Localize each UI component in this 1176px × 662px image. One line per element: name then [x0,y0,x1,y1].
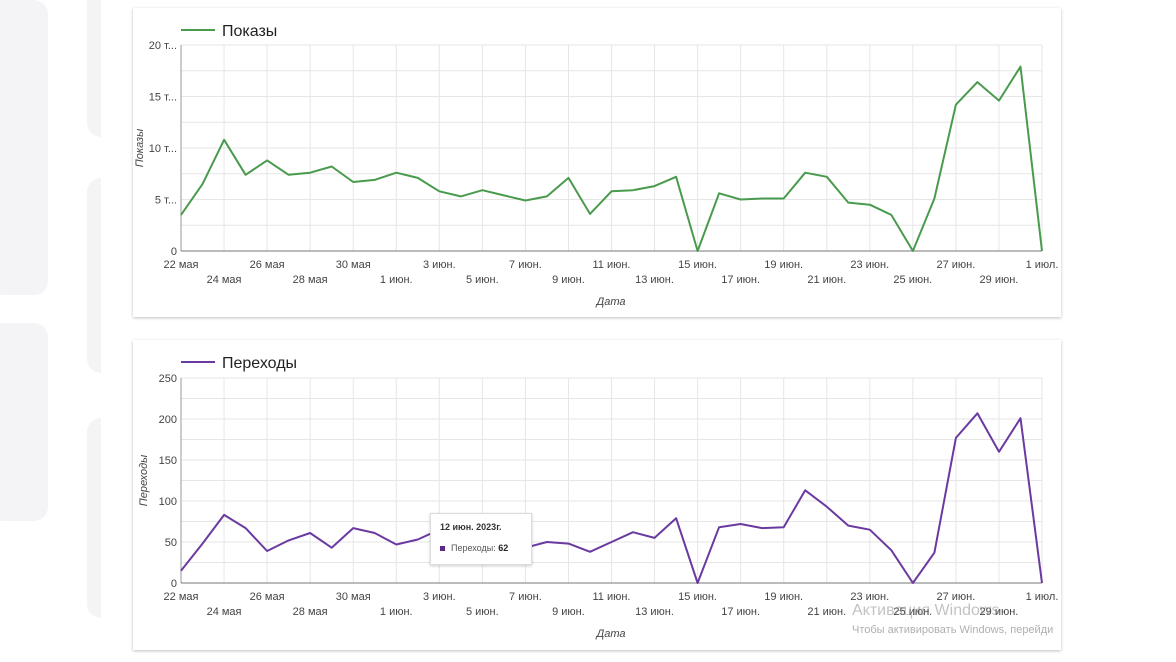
y-tick-label: 20 т... [149,40,177,52]
background-panel [87,418,101,618]
y-tick-label: 250 [159,373,177,385]
x-tick-label: 13 июн. [635,606,674,618]
y-tick-label: 5 т... [155,195,177,207]
clicks-chart-card [133,340,1061,650]
tooltip-date: 12 июн. 2023г. [440,522,502,532]
x-tick-label: 22 мая [164,591,199,603]
x-tick-label: 26 мая [250,259,285,271]
sidebar-panel [0,323,48,521]
x-tick-label: 11 июн. [592,259,630,271]
x-tick-label: 3 июн. [423,259,456,271]
y-tick-label: 200 [159,414,177,426]
x-tick-label: 1 июн. [380,606,413,618]
x-tick-label: 25 июн. [893,606,932,618]
x-tick-label: 26 мая [250,591,285,603]
x-tick-label: 29 июн. [980,274,1019,286]
x-tick-label: 28 мая [293,606,328,618]
background-panel [87,178,101,373]
y-tick-label: 150 [159,455,177,467]
x-tick-label: 27 июн. [936,259,975,271]
x-tick-label: 27 июн. [936,591,975,603]
y-axis-title: Переходы [138,455,150,507]
x-tick-label: 19 июн. [764,591,803,603]
x-tick-label: 21 июн. [807,274,846,286]
x-tick-label: 1 июл. [1026,591,1059,603]
x-tick-label: 22 мая [164,259,199,271]
windows-watermark-text: Чтобы активировать Windows, перейди [852,624,1054,636]
legend-label: Показы [222,23,277,40]
x-tick-label: 23 июн. [850,591,889,603]
x-tick-label: 28 мая [293,274,328,286]
x-tick-label: 23 июн. [850,259,889,271]
y-tick-label: 10 т... [149,143,177,155]
x-tick-label: 30 мая [336,259,371,271]
x-tick-label: 29 июн. [980,606,1019,618]
x-tick-label: 5 июн. [466,606,499,618]
x-tick-label: 1 июн. [380,274,413,286]
tooltip-label: Переходы: [451,543,496,553]
x-axis-title: Дата [594,628,625,640]
series-swatch-icon [440,546,445,552]
legend-label: Переходы [222,355,297,372]
x-tick-label: 13 июн. [635,274,674,286]
tooltip-value: 62 [498,543,509,553]
x-tick-label: 1 июл. [1026,259,1059,271]
x-tick-label: 24 мая [207,274,242,286]
x-tick-label: 5 июн. [466,274,499,286]
sidebar-panel [0,0,48,295]
x-tick-label: 25 июн. [893,274,932,286]
y-tick-label: 100 [159,496,177,508]
impressions-chart-card [133,8,1061,317]
x-tick-label: 9 июн. [552,606,585,618]
x-tick-label: 15 июн. [678,591,717,603]
chart-tooltip: 12 июн. 2023г. Переходы: 62 [430,513,532,565]
x-tick-label: 7 июн. [509,591,542,603]
x-tick-label: 3 июн. [423,591,456,603]
background-panel [87,0,101,137]
x-axis-title: Дата [594,296,625,308]
y-tick-label: 0 [171,246,177,258]
x-tick-label: 17 июн. [721,606,760,618]
x-tick-label: 19 июн. [764,259,803,271]
y-tick-label: 15 т... [149,92,177,104]
x-tick-label: 30 мая [336,591,371,603]
y-axis-title: Показы [134,129,146,167]
x-tick-label: 7 июн. [509,259,542,271]
windows-watermark-title: Активация Windows [852,602,1000,619]
tooltip-row: Переходы: 62 [440,543,508,553]
y-tick-label: 50 [165,537,177,549]
x-tick-label: 11 июн. [592,591,630,603]
y-tick-label: 0 [171,578,177,590]
x-tick-label: 17 июн. [721,274,760,286]
x-tick-label: 21 июн. [807,606,846,618]
x-tick-label: 15 июн. [678,259,717,271]
x-tick-label: 9 июн. [552,274,585,286]
x-tick-label: 24 мая [207,606,242,618]
